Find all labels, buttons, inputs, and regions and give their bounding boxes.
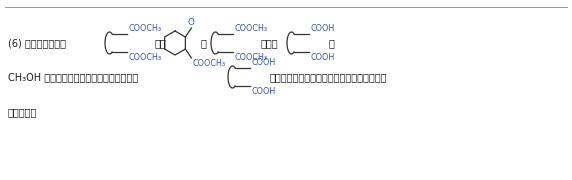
Text: (6) 用逆推法，可用: (6) 用逆推法，可用 <box>8 38 66 48</box>
Text: 合成: 合成 <box>155 38 167 48</box>
Text: COOH: COOH <box>311 24 335 33</box>
Text: 与: 与 <box>329 38 335 48</box>
Text: 合成路线。: 合成路线。 <box>8 107 37 117</box>
Text: COOCH₃: COOCH₃ <box>235 24 268 33</box>
Text: COOH: COOH <box>252 58 276 68</box>
Text: COOCH₃: COOCH₃ <box>129 24 162 33</box>
Text: COOCH₃: COOCH₃ <box>192 59 225 68</box>
Text: COOH: COOH <box>252 87 276 96</box>
Text: 可通过: 可通过 <box>261 38 279 48</box>
Text: ；: ； <box>201 38 207 48</box>
Text: CH₃OH 发生酯化反应生成；环庚烯氧化可得: CH₃OH 发生酯化反应生成；环庚烯氧化可得 <box>8 72 138 82</box>
Text: ；环庚醇发生消去反应得环庚烯。由此，可得: ；环庚醇发生消去反应得环庚烯。由此，可得 <box>270 72 387 82</box>
Text: COOH: COOH <box>311 53 335 62</box>
Text: O: O <box>188 17 195 26</box>
Text: COOCH₃: COOCH₃ <box>129 53 162 62</box>
Text: COOCH₃: COOCH₃ <box>235 53 268 62</box>
